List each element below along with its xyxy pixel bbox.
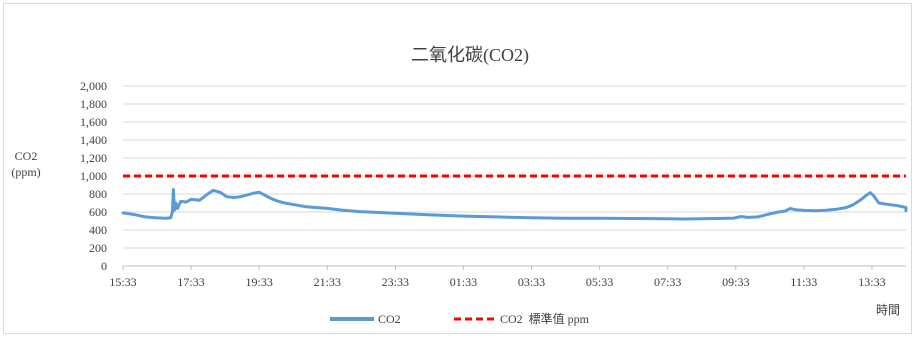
- legend: CO2 CO2 標準值 ppm: [330, 311, 590, 326]
- x-tick-labels: 15:33 17:33 19:33 21:33 23:33 01:33 03:33 05:33…: [109, 275, 885, 289]
- chart-title: 二氧化碳(CO2): [411, 45, 529, 66]
- y-tick-label: 800: [89, 187, 107, 201]
- gridlines: [122, 85, 906, 270]
- y-tick-label: 400: [89, 223, 107, 237]
- y-tick-label: 600: [89, 205, 107, 219]
- x-tick-label: 11:33: [790, 275, 817, 289]
- legend-label-standard: CO2 標準值 ppm: [500, 311, 590, 326]
- y-tick-label: 200: [89, 241, 107, 255]
- y-tick-labels: 0 200 400 600 800 1,000 1,200 1,400 1,600 1,800 2,…: [80, 79, 107, 273]
- x-tick-label: 21:33: [314, 275, 341, 289]
- y-tick-label: 1,800: [80, 97, 107, 111]
- plot-series: [121, 174, 908, 221]
- y-tick-label: 1,200: [80, 151, 107, 165]
- y-tick-label: 1,600: [80, 115, 107, 129]
- x-tick-label: 01:33: [450, 275, 477, 289]
- y-tick-label: 1,000: [80, 169, 107, 183]
- co2-series-line: [121, 188, 908, 221]
- x-tick-label: 07:33: [654, 275, 681, 289]
- x-tick-label: 05:33: [586, 275, 613, 289]
- x-tick-label: 23:33: [382, 275, 409, 289]
- chart-frame: [3, 3, 912, 334]
- x-tick-label: 15:33: [109, 275, 136, 289]
- x-tick-label: 09:33: [722, 275, 749, 289]
- x-tick-label: 19:33: [246, 275, 273, 289]
- x-tick-label: 03:33: [518, 275, 545, 289]
- legend-label-co2: CO2: [378, 312, 401, 326]
- y-tick-label: 1,400: [80, 133, 107, 147]
- x-tick-label: 13:33: [858, 275, 885, 289]
- y-tick-label: 0: [101, 259, 107, 273]
- x-axis-label: 時間: [876, 303, 900, 317]
- y-tick-label: 2,000: [80, 79, 107, 93]
- x-tick-label: 17:33: [177, 275, 204, 289]
- y-axis-label-line-2: (ppm): [11, 165, 40, 179]
- y-axis-label-line-1: CO2: [15, 149, 38, 163]
